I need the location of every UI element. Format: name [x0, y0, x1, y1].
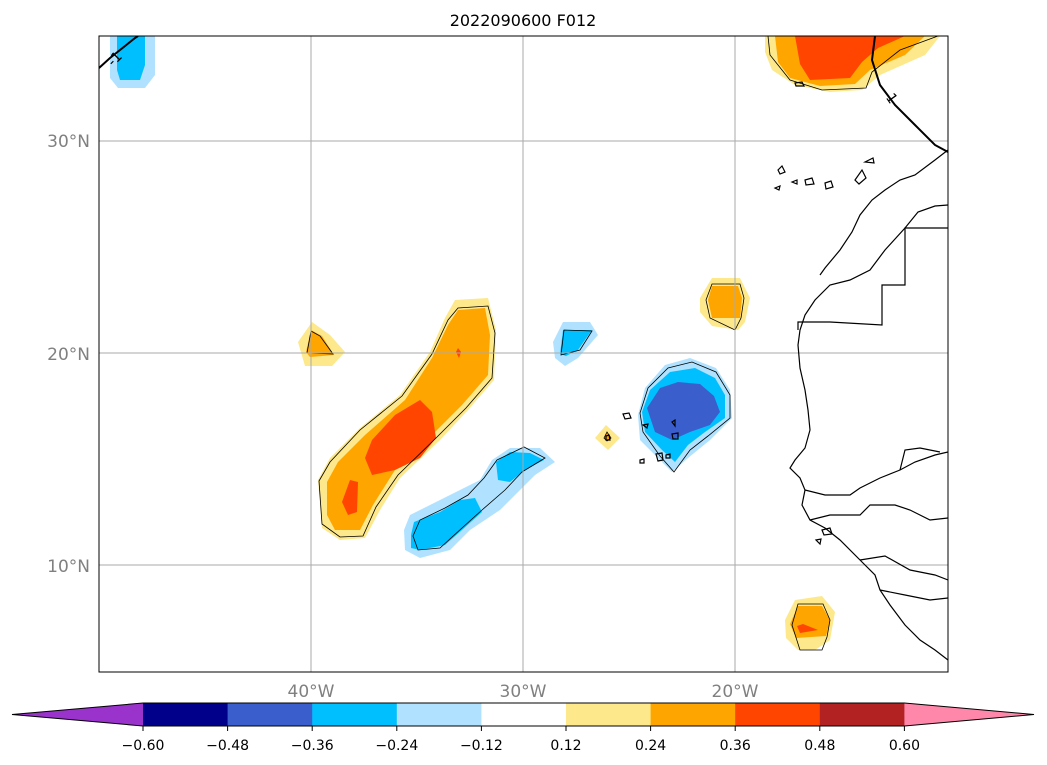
colorbar-cell — [735, 703, 821, 726]
colorbar-cell — [819, 703, 905, 726]
islands — [605, 81, 875, 546]
graticule — [99, 36, 948, 672]
canary-island — [854, 168, 867, 185]
canary-island — [773, 185, 781, 191]
contour-plus-one — [870, 36, 948, 153]
island — [794, 81, 805, 87]
lat-label-30n: 30°N — [47, 132, 90, 152]
canary-island — [790, 179, 798, 185]
colorbar-cell — [650, 703, 736, 726]
lon-label-20w: 20°W — [712, 682, 759, 702]
pos-area-high — [795, 36, 905, 80]
cape-verde-island — [622, 412, 632, 420]
neg-area-mid — [496, 452, 544, 482]
canary-island — [862, 157, 875, 164]
colorbar-cell — [312, 703, 398, 726]
colorbar-tick-label: −0.24 — [375, 738, 418, 754]
colorbar-extend-min — [12, 703, 143, 726]
lat-label-10n: 10°N — [47, 557, 90, 577]
colorbar-tick-label: 0.60 — [889, 738, 920, 754]
bissagos-island — [814, 538, 822, 546]
colorbar-cell — [481, 703, 567, 726]
colorbar-cell — [396, 703, 482, 726]
cape-verde-island — [671, 418, 676, 428]
colorbar-cell — [227, 703, 313, 726]
anomaly-shading — [110, 36, 940, 650]
canary-island — [777, 164, 786, 175]
colorbar-tick-label: 0.48 — [804, 738, 835, 754]
pos-area-high — [797, 624, 818, 633]
map-content: -1 1 — [99, 36, 948, 672]
lat-label-20n: 20°N — [47, 345, 90, 365]
canary-island — [804, 177, 815, 186]
neg-area-strong — [647, 382, 720, 440]
contour-minus-one — [99, 36, 139, 69]
lon-label-30w: 30°W — [500, 682, 547, 702]
cape-verde-island — [639, 458, 645, 464]
colorbar: −0.60 −0.48 −0.36 −0.24 −0.12 0.12 0.24 0.36 0.4… — [11, 702, 1035, 754]
map-frame — [98, 35, 949, 673]
pos-area-mid — [708, 286, 742, 318]
colorbar-tick-label: 0.24 — [635, 738, 666, 754]
cape-verde-island — [655, 452, 664, 462]
colorbar-extend-max — [904, 703, 1034, 726]
thin-contours — [306, 36, 939, 651]
thick-contours — [99, 36, 948, 153]
colorbar-tick-label: −0.48 — [206, 738, 249, 754]
colorbar-cell — [143, 703, 229, 726]
pos-area-mid — [306, 330, 334, 357]
neg-area-mid — [560, 330, 592, 356]
cape-verde-island — [671, 432, 679, 440]
colorbar-tick-label: −0.12 — [460, 738, 503, 754]
colorbar-tick-label: 0.12 — [550, 738, 581, 754]
island — [605, 434, 611, 441]
canary-island — [824, 180, 834, 190]
cape-verde-island — [641, 423, 649, 430]
coastlines — [789, 149, 948, 661]
lon-label-40w: 40°W — [288, 682, 335, 702]
pos-area-high — [365, 400, 436, 475]
colorbar-tick-label: −0.60 — [122, 738, 165, 754]
figure-title: 2022090600 F012 — [450, 11, 597, 30]
colorbar-tick-label: 0.36 — [720, 738, 751, 754]
colorbar-cell — [566, 703, 652, 726]
bissagos-island — [821, 527, 833, 536]
pos-area-high — [342, 480, 358, 515]
neg-area-mid — [411, 498, 482, 550]
colorbar-tick-label: −0.36 — [291, 738, 334, 754]
cape-verde-island — [665, 453, 671, 459]
